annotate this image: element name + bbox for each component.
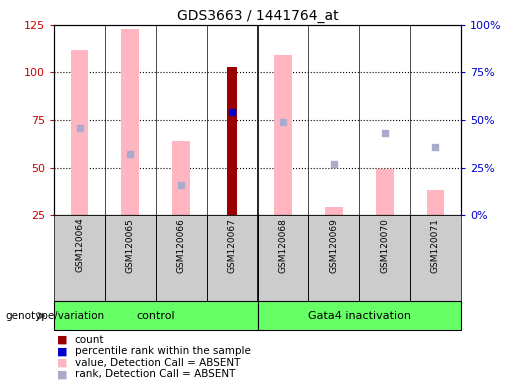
Bar <box>410 215 461 301</box>
Text: GSM120067: GSM120067 <box>228 218 236 273</box>
Text: GSM120068: GSM120068 <box>279 218 287 273</box>
Title: GDS3663 / 1441764_at: GDS3663 / 1441764_at <box>177 8 338 23</box>
Bar <box>325 207 342 215</box>
Text: count: count <box>75 335 104 345</box>
Bar <box>71 50 89 215</box>
Bar <box>156 215 207 301</box>
Text: ■: ■ <box>57 346 67 356</box>
Bar <box>173 141 190 215</box>
Text: ■: ■ <box>57 335 67 345</box>
Bar <box>207 215 258 301</box>
Bar <box>426 190 444 215</box>
Text: GSM120065: GSM120065 <box>126 218 135 273</box>
Bar <box>359 215 410 301</box>
Text: GSM120064: GSM120064 <box>75 218 84 272</box>
Text: rank, Detection Call = ABSENT: rank, Detection Call = ABSENT <box>75 369 235 379</box>
Bar <box>54 215 105 301</box>
Text: GSM120070: GSM120070 <box>380 218 389 273</box>
Bar <box>308 215 359 301</box>
Text: GSM120069: GSM120069 <box>329 218 338 273</box>
Bar <box>122 29 139 215</box>
Bar <box>274 55 292 215</box>
Text: Gata4 inactivation: Gata4 inactivation <box>308 311 411 321</box>
Bar <box>105 215 156 301</box>
Bar <box>228 67 237 215</box>
Text: GSM120066: GSM120066 <box>177 218 186 273</box>
Bar <box>54 301 258 330</box>
Text: genotype/variation: genotype/variation <box>5 311 104 321</box>
Bar <box>376 169 393 215</box>
Text: ■: ■ <box>57 358 67 368</box>
Text: GSM120071: GSM120071 <box>431 218 440 273</box>
Text: value, Detection Call = ABSENT: value, Detection Call = ABSENT <box>75 358 240 368</box>
Bar <box>258 301 461 330</box>
Text: percentile rank within the sample: percentile rank within the sample <box>75 346 251 356</box>
Text: control: control <box>136 311 175 321</box>
Bar <box>258 215 308 301</box>
Text: ■: ■ <box>57 369 67 379</box>
